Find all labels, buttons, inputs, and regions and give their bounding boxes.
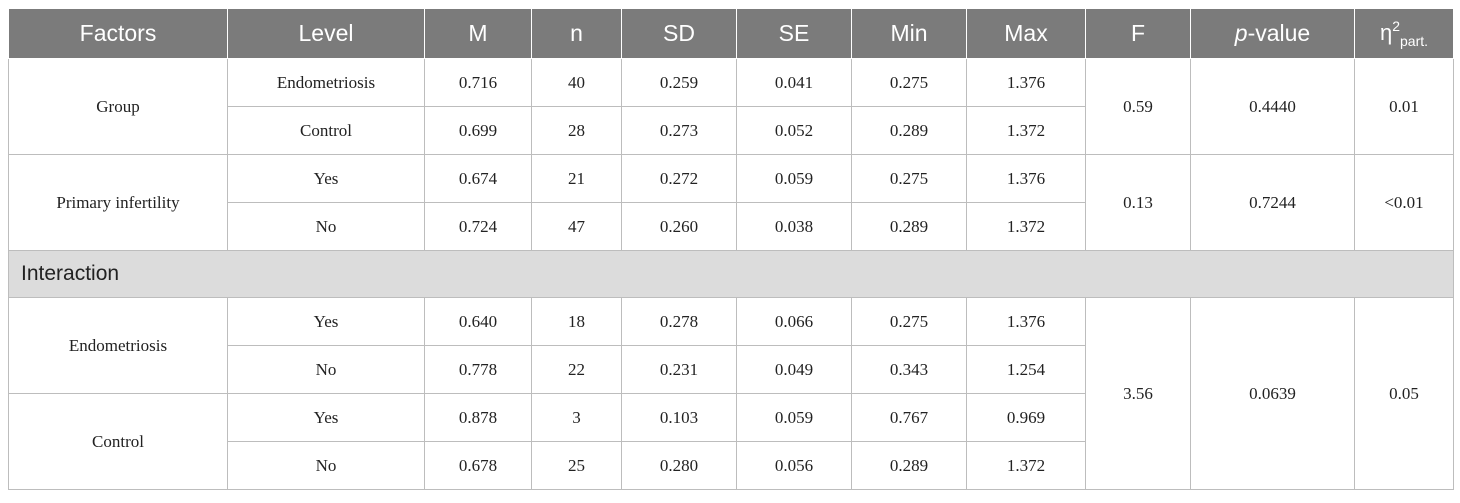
sd-cell: 0.103 [621,393,737,442]
table-row: Primary infertility Yes 0.674 21 0.272 0… [8,154,1454,251]
f-cell: 0.59 [1085,58,1191,155]
sd-cell: 0.260 [621,202,737,251]
m-cell: 0.640 [424,297,532,346]
table-row: No 0.678 25 0.280 0.056 0.289 1.372 [9,441,1454,490]
n-cell: 47 [531,202,622,251]
header-min: Min [851,8,967,59]
m-cell: 0.716 [424,58,532,107]
sd-cell: 0.272 [621,154,737,203]
min-cell: 0.289 [851,106,967,155]
header-p-italic: p [1234,20,1248,46]
sd-cell: 0.259 [621,58,737,107]
factor-cell: Endometriosis [8,297,228,394]
table-row: Control Yes 0.878 3 0.103 0.059 0.767 0.… [8,393,1454,490]
se-cell: 0.052 [736,106,852,155]
se-cell: 0.066 [736,297,852,346]
se-cell: 0.049 [736,345,852,394]
level-cell: No [227,345,425,394]
sd-cell: 0.280 [621,441,737,490]
n-cell: 22 [531,345,622,394]
f-cell: 3.56 [1085,297,1191,490]
n-cell: 18 [531,297,622,346]
table-row: No 0.778 22 0.231 0.049 0.343 1.254 [9,345,1454,394]
max-cell: 0.969 [966,393,1086,442]
se-cell: 0.041 [736,58,852,107]
section-label: Interaction [8,250,1454,298]
section-row-interaction: Interaction [8,250,1454,298]
min-cell: 0.343 [851,345,967,394]
max-cell: 1.372 [966,202,1086,251]
factor-cell: Primary infertility [8,154,228,251]
level-cell: Endometriosis [227,58,425,107]
m-cell: 0.878 [424,393,532,442]
level-cell: Control [227,106,425,155]
max-cell: 1.372 [966,441,1086,490]
header-p-value: p-value [1190,8,1355,59]
level-cell: No [227,441,425,490]
sd-cell: 0.278 [621,297,737,346]
max-cell: 1.376 [966,58,1086,107]
sd-cell: 0.273 [621,106,737,155]
m-cell: 0.724 [424,202,532,251]
p-cell: 0.7244 [1190,154,1355,251]
header-f: F [1085,8,1191,59]
anova-table: Factors Level M n SD SE Min Max F p-valu… [8,8,1454,490]
level-cell: Yes [227,154,425,203]
m-cell: 0.674 [424,154,532,203]
min-cell: 0.275 [851,297,967,346]
se-cell: 0.038 [736,202,852,251]
header-row: Factors Level M n SD SE Min Max F p-valu… [8,8,1454,59]
f-cell: 0.13 [1085,154,1191,251]
se-cell: 0.059 [736,393,852,442]
header-level: Level [227,8,425,59]
max-cell: 1.372 [966,106,1086,155]
min-cell: 0.289 [851,441,967,490]
header-factors: Factors [8,8,228,59]
min-cell: 0.275 [851,58,967,107]
se-cell: 0.059 [736,154,852,203]
n-cell: 40 [531,58,622,107]
level-cell: No [227,202,425,251]
header-eta-symbol: η [1379,20,1393,45]
factor-cell: Group [8,58,228,155]
table-row: Group Endometriosis 0.716 40 0.259 0.041… [8,58,1454,155]
eta-cell: <0.01 [1354,154,1454,251]
se-cell: 0.056 [736,441,852,490]
n-cell: 25 [531,441,622,490]
sd-cell: 0.231 [621,345,737,394]
max-cell: 1.376 [966,154,1086,203]
table-row: No 0.724 47 0.260 0.038 0.289 1.372 [9,202,1454,251]
m-cell: 0.778 [424,345,532,394]
eta-cell: 0.05 [1354,297,1454,490]
header-eta-sub: part. [1400,33,1429,49]
n-cell: 3 [531,393,622,442]
eta-cell: 0.01 [1354,58,1454,155]
header-m: M [424,8,532,59]
n-cell: 21 [531,154,622,203]
table-row: Endometriosis Yes 0.640 18 0.278 0.066 0… [8,297,1454,490]
table-row: Control 0.699 28 0.273 0.052 0.289 1.372 [9,106,1454,155]
m-cell: 0.699 [424,106,532,155]
header-se: SE [736,8,852,59]
max-cell: 1.376 [966,297,1086,346]
m-cell: 0.678 [424,441,532,490]
factor-cell: Control [8,393,228,490]
header-eta: η2part. [1354,8,1454,59]
max-cell: 1.254 [966,345,1086,394]
min-cell: 0.289 [851,202,967,251]
header-max: Max [966,8,1086,59]
level-cell: Yes [227,393,425,442]
p-cell: 0.0639 [1190,297,1355,490]
header-eta-sup: 2 [1392,18,1401,34]
n-cell: 28 [531,106,622,155]
min-cell: 0.275 [851,154,967,203]
table-container: Factors Level M n SD SE Min Max F p-valu… [8,8,1454,490]
level-cell: Yes [227,297,425,346]
min-cell: 0.767 [851,393,967,442]
header-sd: SD [621,8,737,59]
p-cell: 0.4440 [1190,58,1355,155]
header-n: n [531,8,622,59]
header-p-rest: -value [1247,20,1311,46]
